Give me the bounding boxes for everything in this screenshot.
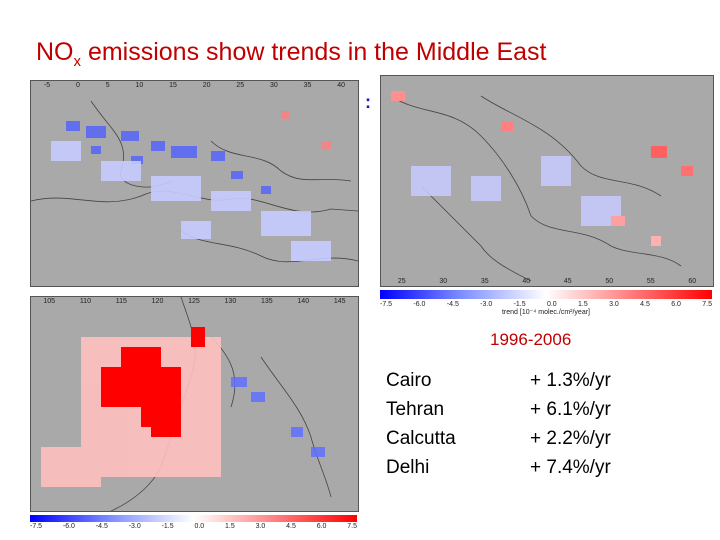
city-name: Cairo bbox=[386, 370, 432, 391]
city-name: Calcutta bbox=[386, 428, 456, 449]
period-label: 1996-2006 bbox=[490, 330, 572, 349]
colorbar-gradient bbox=[380, 290, 712, 299]
trend-value: + 6.1%/yr bbox=[530, 399, 611, 420]
europe-negative-cells bbox=[66, 121, 271, 194]
east-asia-lon-ticks: 105 110 115 120 125 130 135 140 145 bbox=[43, 298, 346, 305]
city-list: Cairo Tehran Calcutta Delhi bbox=[386, 366, 456, 482]
trend-value: + 7.4%/yr bbox=[530, 457, 611, 478]
middle-east-coastlines bbox=[390, 95, 682, 282]
colorbar-ticks: -7.5 -6.0 -4.5 -3.0 -1.5 0.0 1.5 3.0 4.5 6.0 7.5 bbox=[30, 523, 357, 530]
east-asia-negative-cells bbox=[231, 377, 325, 457]
east-asia-strong-positive bbox=[101, 327, 205, 437]
east-asia-trend-map: 105 110 115 120 125 130 135 140 145 bbox=[30, 296, 359, 512]
europe-light-cells bbox=[51, 141, 331, 261]
middle-east-positive-cells bbox=[391, 91, 693, 246]
middle-east-light-cells bbox=[411, 156, 621, 226]
trend-value: + 2.2%/yr bbox=[530, 428, 611, 449]
europe-trend-map: -5 0 5 10 15 20 25 30 35 40 bbox=[30, 80, 359, 287]
middle-east-trend-map: 25 30 35 40 45 50 55 60 bbox=[380, 75, 714, 287]
colorbar-ticks: -7.5 -6.0 -4.5 -3.0 -1.5 0.0 1.5 3.0 4.5 6.0 7.5 bbox=[380, 301, 712, 308]
city-name: Delhi bbox=[386, 457, 430, 478]
east-asia-colorbar: -7.5 -6.0 -4.5 -3.0 -1.5 0.0 1.5 3.0 4.5 6.0 7.5 bbox=[30, 515, 357, 539]
trend-value: + 1.3%/yr bbox=[530, 370, 611, 391]
middle-east-lon-ticks: 25 30 35 40 45 50 55 60 bbox=[397, 278, 697, 285]
middle-east-colorbar: -7.5 -6.0 -4.5 -3.0 -1.5 0.0 1.5 3.0 4.5 6.0 7.5 t… bbox=[380, 290, 712, 324]
trend-list: + 1.3%/yr + 6.1%/yr + 2.2%/yr + 7.4%/yr bbox=[530, 366, 611, 482]
europe-positive-cells bbox=[281, 111, 331, 149]
colorbar-label: trend [10⁻⁴ molec./cm²/year] bbox=[501, 309, 590, 316]
slide-title: NOx emissions show trends in the Middle … bbox=[36, 38, 547, 70]
colorbar-gradient bbox=[30, 515, 357, 522]
city-name: Tehran bbox=[386, 399, 445, 420]
ellipsis-marker: : bbox=[365, 92, 371, 112]
europe-lon-ticks: -5 0 5 10 15 20 25 30 35 40 bbox=[43, 82, 345, 89]
